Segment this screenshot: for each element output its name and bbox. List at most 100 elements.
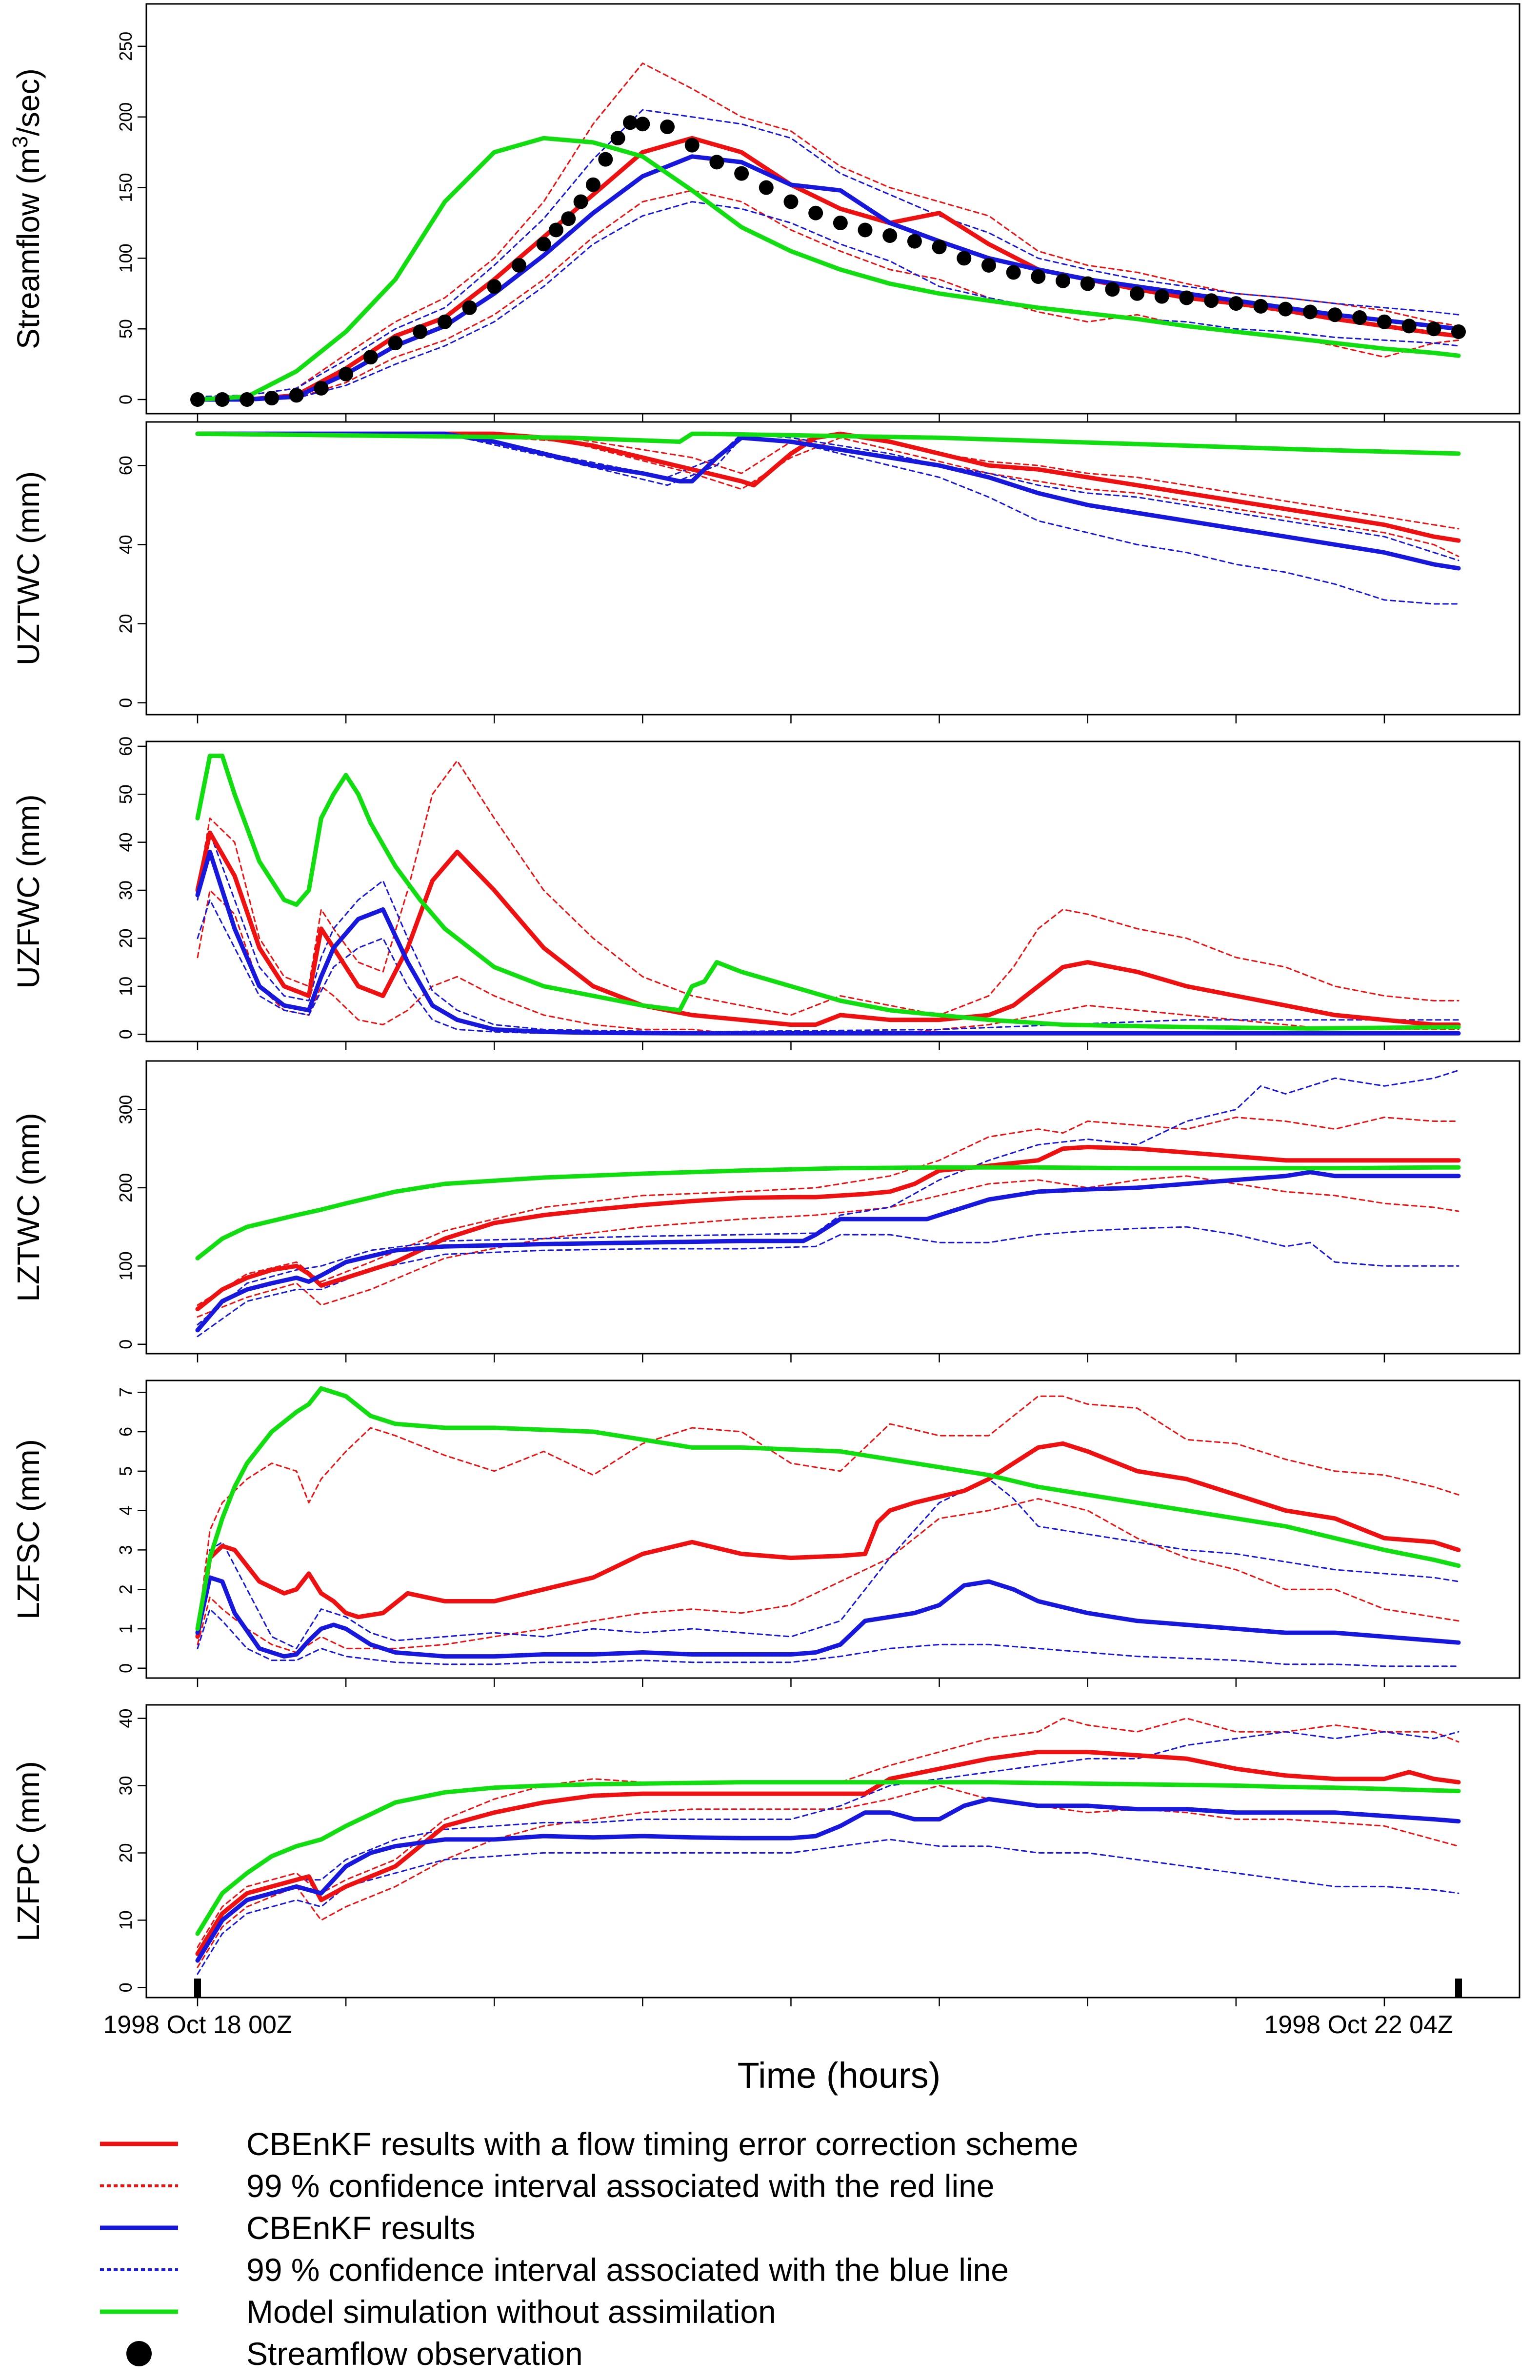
legend-item-red: CBEnKF results with a flow timing error … (100, 2126, 1079, 2162)
observation-point (957, 251, 972, 266)
y-tick-label: 0 (116, 395, 136, 404)
y-tick-label: 7 (116, 1387, 136, 1397)
series-red-ci-upper (197, 1117, 1460, 1306)
observation-point (240, 392, 255, 407)
panel-3: 0 10 20 30 40 50 60 UZFWC (mm) (11, 737, 1520, 1050)
plot-frame (145, 1704, 1520, 1999)
observation-point (264, 391, 280, 406)
observation-point (709, 155, 724, 170)
legend-item-blue: CBEnKF results (100, 2210, 475, 2246)
y-tick-label: 20 (116, 614, 136, 633)
observation-point (487, 279, 502, 294)
series-group (190, 62, 1466, 407)
legend-label: 99 % confidence interval associated with… (246, 2168, 995, 2204)
y-tick-label: 30 (116, 1776, 136, 1795)
observation-point (1327, 307, 1342, 322)
series-cbenkf-results (195, 154, 1461, 402)
observation-point (573, 194, 588, 209)
observation-point (511, 258, 526, 273)
panel-2: 0 20 40 60 UZTWC (mm) (11, 421, 1520, 723)
y-tick-label: 100 (116, 243, 136, 273)
series-blue (195, 1575, 1461, 1659)
plot-frame (145, 3, 1520, 415)
y-tick-label: 4 (116, 1506, 136, 1516)
series-group (195, 1718, 1461, 1975)
observation-point (462, 300, 477, 315)
series-blue (195, 431, 1461, 571)
plot-frame (145, 1060, 1520, 1355)
series-blue-ci-lower (197, 1839, 1460, 1975)
y-tick-label: 40 (116, 833, 136, 852)
legend-item-green: Model simulation without assimilation (100, 2294, 776, 2330)
observation-point (1204, 293, 1219, 308)
y-tick-label: 0 (116, 1340, 136, 1349)
series-blue-ci-upper (197, 1731, 1460, 1955)
series-red-ci-lower (197, 433, 1460, 558)
y-axis-title: Streamflow (m3/sec) (8, 68, 46, 349)
series-red (195, 1441, 1461, 1639)
series-group (195, 431, 1461, 605)
y-tick-label: 40 (116, 1709, 136, 1728)
observation-point (536, 237, 551, 252)
plot-frame (145, 421, 1520, 716)
legend-label: CBEnKF results (246, 2210, 475, 2246)
series-red-ci-upper (197, 760, 1460, 1016)
observation-point (1377, 314, 1392, 329)
series-blue (195, 1170, 1461, 1333)
series-green (195, 1780, 1461, 1936)
observation-point (684, 138, 700, 153)
y-tick-label: 0 (116, 698, 136, 708)
y-tick-label: 0 (116, 1663, 136, 1673)
panel-6: 0 10 20 30 40 LZFPC (mm) (11, 1704, 1520, 2006)
series-99-ci-upper-red (197, 62, 1460, 398)
observation-point (1451, 324, 1466, 339)
series-red-ci-lower (197, 889, 1460, 1035)
series-red-ci-lower (197, 1175, 1460, 1318)
y-tick-label: 0 (116, 1982, 136, 1992)
plot-frame (145, 1380, 1520, 1679)
y-axis-title: LZFSC (mm) (11, 1439, 46, 1620)
observation-point (858, 222, 873, 238)
observation-point (882, 228, 898, 243)
series-model-simulation-without-assimilation (195, 136, 1461, 402)
observation-point (413, 324, 428, 339)
y-tick-label: 2 (116, 1584, 136, 1594)
observation-point (314, 380, 329, 396)
y-tick-label: 200 (116, 102, 136, 132)
y-axis-title: LZFPC (mm) (11, 1761, 46, 1941)
observation-point (1179, 290, 1194, 305)
series-blue-ci-upper (197, 1069, 1460, 1326)
series-green (195, 1165, 1461, 1260)
observation-point (759, 180, 774, 195)
series-red-ci-upper (197, 433, 1460, 530)
y-tick-label: 40 (116, 535, 136, 554)
observation-point (363, 350, 378, 365)
observation-point (1352, 310, 1367, 325)
x-start-label: 1998 Oct 18 00Z (103, 2011, 292, 2039)
observation-point (1278, 301, 1293, 317)
y-tick-label: 50 (116, 784, 136, 804)
observation-point (635, 117, 650, 132)
observation-point (561, 211, 576, 226)
legend-symbol (126, 2341, 152, 2366)
y-tick-label: 60 (116, 456, 136, 475)
series-cbenkf-results-with-a-flow-timing-error-correction-scheme (195, 136, 1461, 402)
series-red (195, 830, 1461, 1027)
series-group (195, 754, 1461, 1036)
observation-point (623, 115, 638, 130)
panel-1: 0 50 100 150 200 250 Streamflow (m3/sec) (8, 3, 1520, 422)
series-red (195, 1750, 1461, 1956)
series-red-ci-upper (197, 1395, 1460, 1634)
y-tick-label: 10 (116, 977, 136, 996)
legend-item-red_ci: 99 % confidence interval associated with… (100, 2168, 995, 2204)
observation-point (808, 205, 823, 220)
y-tick-label: 20 (116, 928, 136, 948)
x-axis: 1998 Oct 18 00Z 1998 Oct 22 04Z Time (ho… (103, 1979, 1462, 2096)
observation-point (1056, 273, 1071, 288)
observation-point (215, 392, 230, 407)
legend-item-blue_ci: 99 % confidence interval associated with… (100, 2252, 1009, 2288)
observation-point (1105, 282, 1120, 297)
y-tick-label: 100 (116, 1251, 136, 1280)
series-99-ci-upper-blue (197, 109, 1460, 398)
